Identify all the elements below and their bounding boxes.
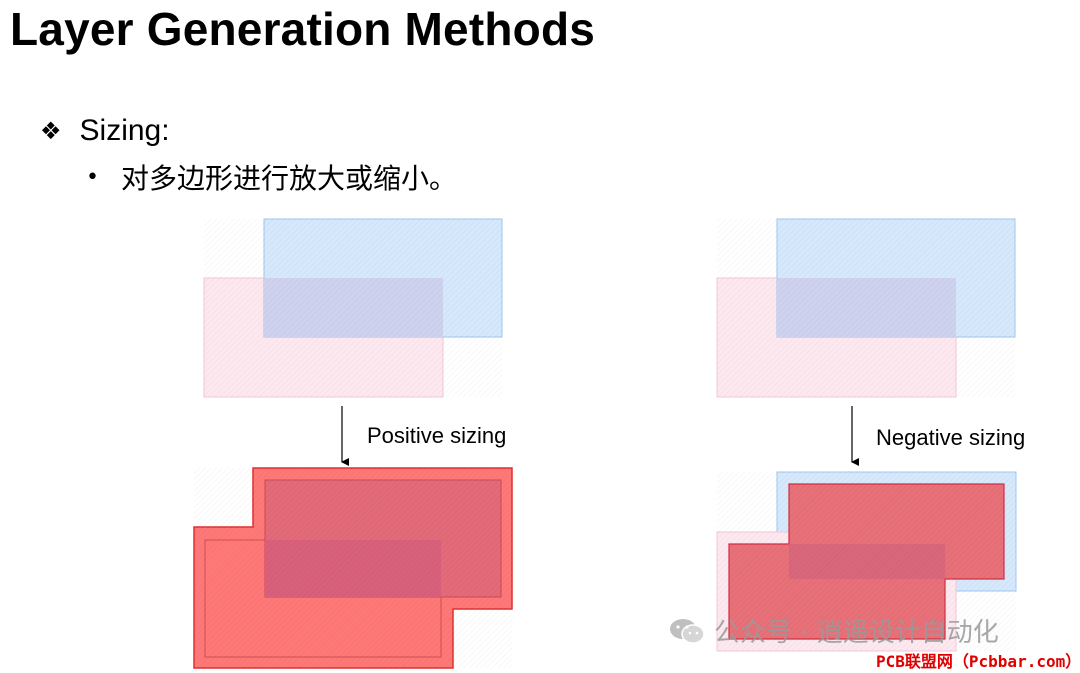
watermark: 公众号 · 逍遥设计自动化 <box>668 612 999 649</box>
negative-sizing-label: Negative sizing <box>876 425 1026 450</box>
slide-title: Layer Generation Methods <box>10 3 596 55</box>
negative-input-shapes <box>716 218 1016 398</box>
source-credit: PCB联盟网（Pcbbar.com） <box>876 652 1080 671</box>
watermark-text: 公众号 · 逍遥设计自动化 <box>714 618 999 648</box>
bullet-sizing-text: Sizing: <box>79 114 170 147</box>
bullet-description-text: 对多边形进行放大或缩小。 <box>120 162 457 195</box>
positive-input-shapes <box>203 218 503 398</box>
bullet-description: • 对多边形进行放大或缩小。 <box>86 157 457 197</box>
dot-bullet-icon: • <box>86 164 99 190</box>
positive-sizing-label: Positive sizing <box>367 423 507 448</box>
bullet-sizing: ❖ Sizing: <box>40 114 170 148</box>
wechat-icon <box>670 618 705 644</box>
negative-result-shapes <box>716 471 1017 652</box>
diamond-bullet-icon: ❖ <box>40 117 62 145</box>
positive-result-shape <box>193 467 513 669</box>
